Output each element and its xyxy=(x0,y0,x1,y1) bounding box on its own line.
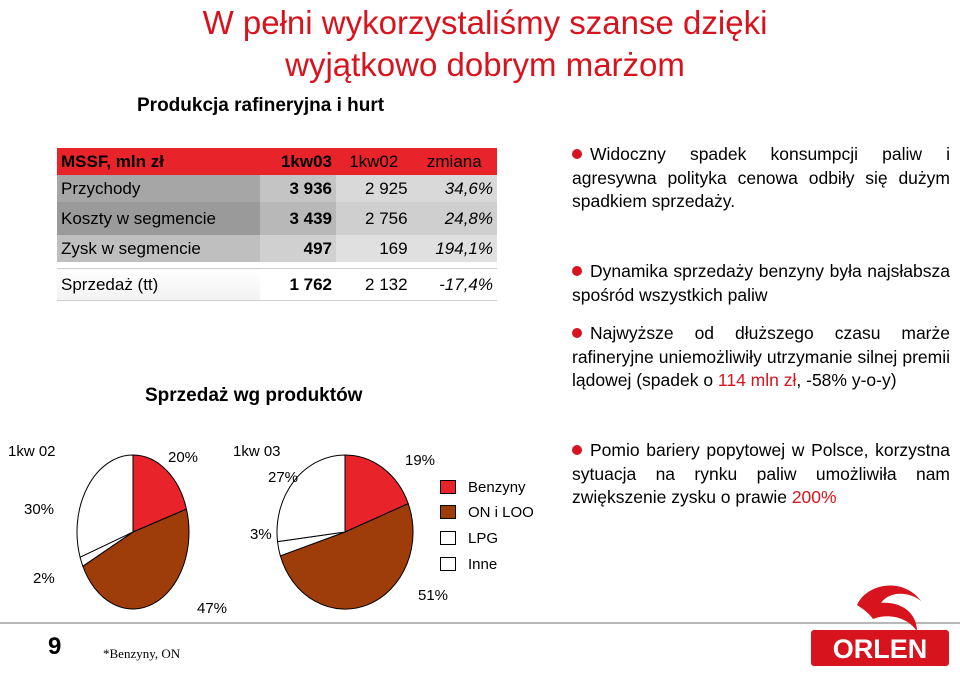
bullet-icon xyxy=(572,266,582,276)
row-value-1kw03: 1 762 xyxy=(260,268,336,301)
pie-chart-1kw02 xyxy=(76,454,190,610)
pie-2-label-inne: 27% xyxy=(268,469,299,486)
row-value-change: 34,6% xyxy=(411,175,497,202)
pie-slice-benzyny xyxy=(344,454,409,533)
pie-slice-benzyny xyxy=(132,454,188,533)
pie-2-label-on: 51% xyxy=(418,587,449,604)
footnote: *Benzyny, ON xyxy=(103,646,181,661)
legend-swatch-lpg xyxy=(440,531,456,545)
legend-swatch-on xyxy=(440,505,456,519)
bullet-text-end: , -58% y-o-y) xyxy=(796,370,897,390)
section-subtitle: Produkcja rafineryjna i hurt xyxy=(137,95,385,116)
row-value-1kw03: 497 xyxy=(260,235,336,262)
pie-1-label-lpg: 2% xyxy=(33,570,55,587)
bullet-highlight: 200% xyxy=(791,487,837,507)
bullet-point: Najwyższe od dłuższego czasu marże rafin… xyxy=(572,322,950,393)
row-label: Zysk w segmencie xyxy=(57,235,261,262)
row-value-1kw03: 3 936 xyxy=(260,175,336,202)
page-title: W pełni wykorzystaliśmy szanse dzięki wy… xyxy=(202,4,768,83)
bullet-text: Najwyższe od dłuższego czasu marże rafin… xyxy=(572,323,950,390)
orlen-eagle-icon xyxy=(857,585,921,631)
page-number: 9 xyxy=(48,633,62,660)
table-header-col2: 1kw02 xyxy=(335,148,412,175)
table-header-col1: 1kw03 xyxy=(260,148,336,175)
row-value-change: 194,1% xyxy=(411,235,497,262)
bullet-text: Widoczny spadek konsumpcji paliw i agres… xyxy=(572,144,950,211)
row-value-1kw02: 2 756 xyxy=(335,202,412,235)
row-label: Koszty w segmencie xyxy=(57,202,261,235)
pie-chart-1kw03 xyxy=(276,454,414,610)
row-label: Przychody xyxy=(57,175,261,202)
bullet-point: Dynamika sprzedaży benzyny była najsłabs… xyxy=(572,260,950,307)
legend-label-lpg: LPG xyxy=(468,530,499,547)
table-row: Koszty w segmencie 3 439 2 756 24,8% xyxy=(57,202,497,235)
pie-slice-inne xyxy=(276,454,346,543)
bullet-point: Pomio bariery popytowej w Polsce, korzys… xyxy=(572,439,950,510)
pie-2-label-lpg: 3% xyxy=(250,526,272,543)
row-label: Sprzedaż (tt) xyxy=(57,268,261,301)
pie-slice-on-i-loo xyxy=(82,508,190,610)
footer-divider xyxy=(0,622,960,624)
table-row: Zysk w segmencie 497 169 194,1% xyxy=(57,235,497,262)
row-value-change: -17,4% xyxy=(411,268,497,301)
row-value-1kw02: 2 925 xyxy=(335,175,412,202)
bullet-highlight: 114 mln zł xyxy=(717,370,797,390)
legend-label-benzyny: Benzyny xyxy=(468,479,526,496)
table-row: Sprzedaż (tt) 1 762 2 132 -17,4% xyxy=(57,268,497,301)
pie-1-label-on: 47% xyxy=(197,600,228,617)
bullet-icon xyxy=(572,445,582,455)
legend-label-on: ON i LOO xyxy=(468,504,534,521)
row-value-change: 24,8% xyxy=(411,202,497,235)
row-value-1kw02: 2 132 xyxy=(335,268,412,301)
table-header-label: MSSF, mln zł xyxy=(57,148,261,175)
bullet-icon xyxy=(572,328,582,338)
pie-1-label-benzyny: 20% xyxy=(168,449,199,466)
bullet-point: Widoczny spadek konsumpcji paliw i agres… xyxy=(572,143,950,214)
pie-2-title: 1kw 03 xyxy=(233,443,281,460)
pie-2-label-benzyny: 19% xyxy=(405,452,436,469)
pie-1-label-inne: 30% xyxy=(24,501,55,518)
table-header-row: MSSF, mln zł 1kw03 1kw02 zmiana xyxy=(57,148,497,175)
table-header-col3: zmiana xyxy=(411,148,497,175)
bullet-text: Dynamika sprzedaży benzyny była najsłabs… xyxy=(572,261,950,305)
row-value-1kw02: 169 xyxy=(335,235,412,262)
sales-chart-title: Sprzedaż wg produktów xyxy=(145,385,363,406)
legend-swatch-inne xyxy=(440,557,456,571)
orlen-logo-text: ORLEN xyxy=(833,634,928,664)
pie-slice-on-i-loo xyxy=(279,502,414,610)
legend-label-inne: Inne xyxy=(468,556,498,573)
row-value-1kw03: 3 439 xyxy=(260,202,336,235)
pie-slice-inne xyxy=(76,454,134,558)
bullet-text: Pomio bariery popytowej w Polsce, korzys… xyxy=(572,440,950,507)
orlen-logo: ORLEN xyxy=(811,585,949,666)
legend-swatch-benzyny xyxy=(440,480,456,494)
results-table: MSSF, mln zł 1kw03 1kw02 zmiana Przychod… xyxy=(57,148,497,301)
bullet-icon xyxy=(572,149,582,159)
pie-1-title: 1kw 02 xyxy=(8,443,56,460)
table-row: Przychody 3 936 2 925 34,6% xyxy=(57,175,497,202)
